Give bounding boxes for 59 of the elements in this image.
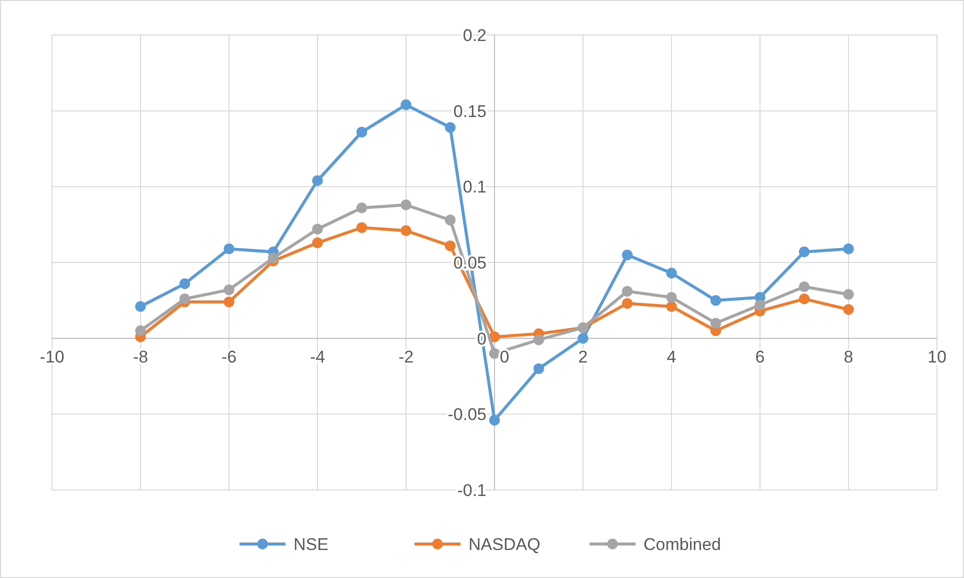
x-tick-label: -10 [40,347,64,366]
x-tick-label: -4 [310,347,326,366]
point [622,298,633,309]
point [312,175,323,186]
y-tick-label: 0.1 [462,178,486,197]
point [578,332,588,344]
point [843,289,854,300]
x-tick-label: 2 [578,347,588,366]
x-tick-label: 0 [500,347,510,366]
point [224,284,234,296]
x-tick-label: -8 [132,347,148,366]
point [179,294,190,304]
legend-label: NASDAQ [468,535,540,554]
point [444,122,456,133]
point [489,414,500,426]
point [666,268,677,278]
point [843,244,854,254]
point [444,214,456,226]
point [135,325,146,336]
point [622,286,633,297]
point [710,295,722,306]
x-tick-label: 6 [755,347,765,366]
x-tick-label: -6 [221,347,237,366]
x-tick-label: 10 [928,347,946,366]
point [710,318,722,329]
point [224,296,234,308]
point [356,202,368,214]
y-tick-label: 0.15 [453,102,486,121]
point [798,246,810,258]
x-tick-label: 8 [844,347,854,366]
point [843,304,854,315]
point [533,363,544,374]
point [400,99,412,110]
point [798,281,810,292]
y-tick-label: 0.2 [462,26,486,45]
point [444,240,456,252]
point [312,237,323,248]
point [533,334,544,346]
point [135,301,146,312]
point [400,200,412,210]
point [400,225,412,236]
point [754,300,766,310]
point [268,252,279,264]
x-tick-label: -2 [398,347,414,366]
legend-label: Combined [644,535,721,554]
y-tick-label: -0.1 [457,481,486,500]
y-tick-label: -0.05 [448,405,486,424]
point [798,294,810,304]
point [312,224,323,234]
point [489,348,500,359]
point [224,244,234,254]
point [356,222,368,233]
point [356,126,368,138]
legend-label: NSE [294,535,328,554]
point [666,301,677,312]
x-tick-label: 4 [666,347,676,366]
point [622,250,633,260]
point [666,292,677,303]
point [179,278,190,290]
